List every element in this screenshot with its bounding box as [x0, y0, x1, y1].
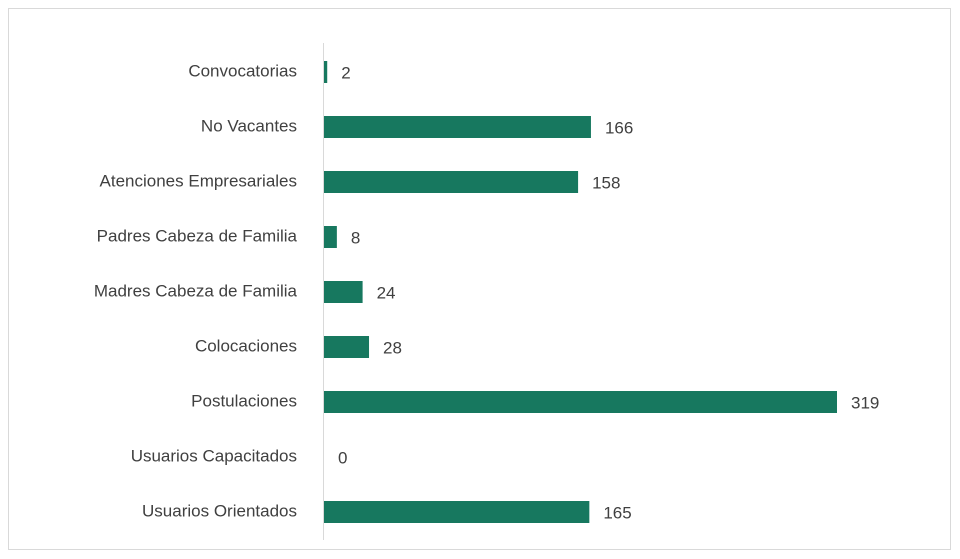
chart-border [8, 8, 951, 550]
bar [324, 226, 337, 248]
y-tick-label: No Vacantes [201, 116, 297, 135]
y-tick-label: Usuarios Orientados [142, 501, 297, 520]
data-label: 165 [603, 503, 631, 522]
data-label: 0 [338, 448, 347, 467]
y-tick-label: Atenciones Empresariales [100, 171, 297, 190]
data-label: 28 [383, 338, 402, 357]
bar [324, 281, 363, 303]
y-tick-label: Padres Cabeza de Familia [97, 226, 298, 245]
bar [324, 116, 591, 138]
bar [324, 501, 590, 523]
data-label: 319 [851, 393, 879, 412]
y-tick-label: Postulaciones [191, 391, 297, 410]
data-label: 158 [592, 173, 620, 192]
data-label: 8 [351, 228, 360, 247]
bar [324, 61, 328, 83]
y-tick-label: Madres Cabeza de Familia [94, 281, 298, 300]
data-label: 2 [341, 63, 350, 82]
y-tick-label: Usuarios Capacitados [131, 446, 297, 465]
y-tick-label: Colocaciones [195, 336, 297, 355]
y-tick-label: Convocatorias [188, 61, 297, 80]
bar [324, 391, 837, 413]
bar [324, 171, 579, 193]
data-label: 166 [605, 118, 633, 137]
bar [324, 336, 370, 358]
data-label: 24 [377, 283, 396, 302]
